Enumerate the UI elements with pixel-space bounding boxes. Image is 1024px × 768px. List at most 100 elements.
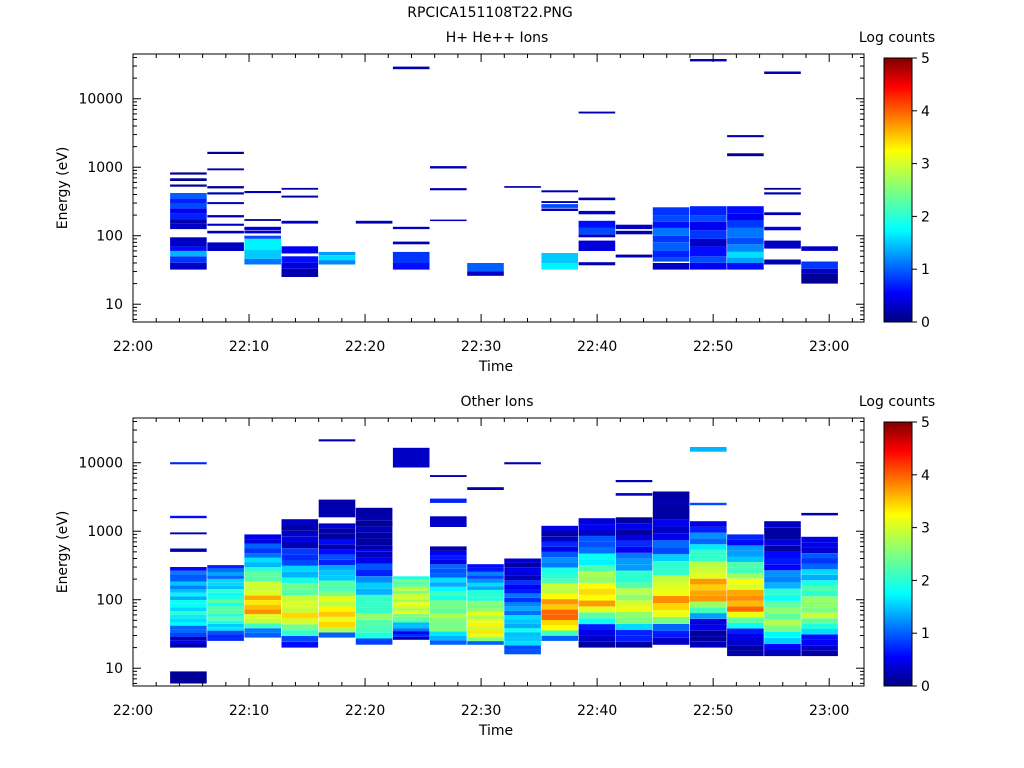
spectrogram-cell [207, 223, 244, 226]
spectrogram-cell [541, 604, 578, 610]
spectrogram-cell [244, 609, 281, 615]
spectrogram-cell [430, 550, 467, 556]
spectrogram-cell [801, 601, 838, 608]
spectrogram-cell [801, 563, 838, 570]
spectrogram-cell [504, 593, 541, 598]
spectrogram-cell [504, 589, 541, 594]
spectrogram-cell [392, 447, 430, 468]
spectrogram-cell [355, 632, 393, 639]
spectrogram-cell [764, 533, 801, 540]
spectrogram-cell [690, 624, 727, 631]
spectrogram-cell [392, 593, 430, 597]
spectrogram-cell [504, 632, 541, 637]
spectrogram-cell [355, 638, 393, 645]
spectrogram-cell [392, 241, 430, 245]
spectrogram-cell [281, 256, 319, 263]
spectrogram-cell [430, 568, 467, 574]
spectrogram-cell [467, 626, 504, 631]
spectrogram-cell [801, 574, 838, 581]
colorbar-tick-label: 0 [921, 679, 930, 695]
spectrogram-cell [690, 521, 727, 527]
colorbar-tick-label: 4 [921, 468, 930, 484]
spectrogram-cell [615, 623, 653, 630]
spectrogram-cell [652, 561, 690, 569]
spectrogram-cell [541, 572, 578, 579]
spectrogram-cell [318, 559, 356, 565]
spectrogram-cell [170, 184, 207, 187]
spectrogram-cell [244, 595, 281, 601]
spectrogram-cell [430, 516, 467, 527]
spectrogram-cell [578, 197, 616, 201]
spectrogram-cell [615, 612, 653, 618]
spectrogram-cell [244, 548, 281, 554]
spectrogram-cell [318, 499, 356, 518]
spectrogram-cell [727, 645, 764, 651]
spectrogram-cell [392, 599, 430, 603]
spectrogram-cell [652, 603, 690, 610]
spectrogram-cell [615, 546, 653, 553]
y-axis-label: Energy (eV) [55, 511, 71, 594]
spectrogram-cell [207, 565, 244, 569]
spectrogram-cell [801, 634, 838, 640]
spectrogram-cell [504, 619, 541, 624]
spectrogram-cell [170, 636, 207, 641]
spectrogram-cell [541, 620, 578, 626]
spectrogram-cell [578, 618, 616, 625]
spectrogram-cell [281, 577, 319, 584]
spectrogram-cell [764, 594, 801, 601]
spectrogram-cell [170, 203, 207, 209]
spectrogram-cell [318, 533, 356, 539]
spectrogram-cell [430, 609, 467, 614]
spectrogram-cell [170, 567, 207, 571]
spectrogram-cell [318, 544, 356, 550]
spectrogram-cell [615, 224, 653, 230]
spectrogram-cell [652, 554, 690, 562]
spectrogram-cell [652, 589, 690, 596]
spectrogram-cell [578, 588, 616, 595]
spectrogram-cell [207, 606, 244, 610]
spectrogram-cell [244, 614, 281, 619]
spectrogram-cell [690, 246, 727, 257]
spectrogram-cell [541, 609, 578, 615]
spectrogram-cell [690, 238, 727, 247]
spectrogram-cell [690, 221, 727, 231]
spectrogram-cell [207, 616, 244, 621]
spectrogram-cell [541, 562, 578, 568]
spectrogram-cell [801, 645, 838, 651]
spectrogram-cell [764, 551, 801, 558]
spectrogram-cell [170, 592, 207, 597]
spectrogram-cell [764, 570, 801, 577]
spectrogram-cell [467, 633, 504, 638]
spectrogram-cell [207, 603, 244, 607]
spectrogram-cell [318, 601, 356, 607]
spectrogram-cell [764, 558, 801, 565]
spectrogram-cell [467, 597, 504, 601]
spectrogram-cell [764, 259, 801, 265]
spectrogram-cell [170, 618, 207, 622]
spectrogram-cell [430, 582, 467, 587]
spectrogram-cell [652, 505, 690, 513]
spectrogram-cell [170, 208, 207, 214]
y-tick-label: 1000 [87, 524, 123, 540]
spectrogram-cell [281, 618, 319, 625]
spectrogram-cell [318, 564, 356, 571]
spectrogram-cell [244, 618, 281, 624]
spectrogram-cell [652, 263, 690, 270]
spectrogram-cell [727, 213, 764, 220]
spectrogram-cell [504, 641, 541, 646]
spectrogram-cell [764, 545, 801, 552]
spectrogram-cell [244, 581, 281, 586]
spectrogram-cell [541, 190, 578, 193]
spectrogram-cell [281, 530, 319, 537]
spectrogram-cell [207, 575, 244, 579]
spectrogram-cell [355, 613, 393, 620]
spectrogram-cell [690, 230, 727, 239]
x-tick-label: 22:30 [461, 703, 501, 719]
spectrogram-cell [690, 215, 727, 222]
spectrogram-cell [615, 641, 653, 648]
spectrogram-cell [727, 551, 764, 557]
spectrogram-cell [430, 595, 467, 601]
spectrogram-cell [430, 555, 467, 560]
spectrogram-cell [690, 567, 727, 573]
